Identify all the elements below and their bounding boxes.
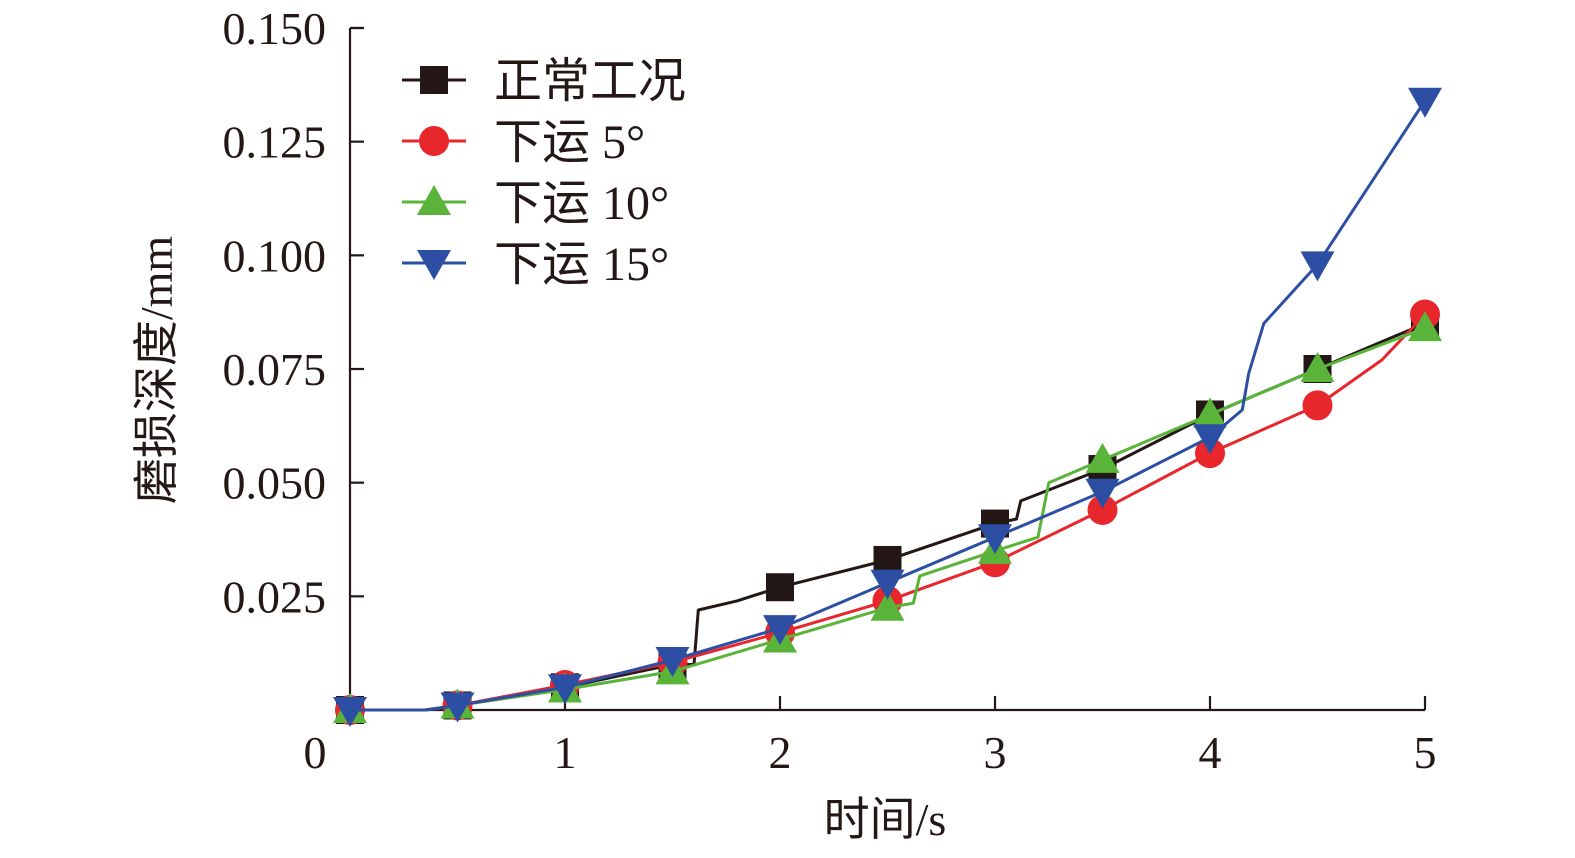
- x-axis-title: 时间/s: [824, 794, 947, 845]
- data-point: [766, 573, 794, 602]
- data-point: [1087, 494, 1118, 525]
- series-0: [336, 309, 1439, 724]
- origin-label: 0: [304, 727, 327, 778]
- legend-marker: [419, 126, 449, 156]
- data-point: [1302, 390, 1333, 421]
- data-point: [1085, 442, 1120, 473]
- legend-marker: [420, 66, 448, 94]
- x-ticks: 1 2 3 4 5: [554, 696, 1437, 778]
- series-2: [333, 311, 1442, 723]
- data-point: [655, 646, 690, 677]
- data-point: [870, 569, 905, 600]
- x-tick-label: 3: [984, 727, 1007, 778]
- series-1: [335, 299, 1440, 725]
- data-point: [978, 524, 1012, 555]
- data-point: [333, 697, 367, 727]
- x-tick-label: 2: [769, 727, 792, 778]
- series-3: [333, 87, 1442, 727]
- x-tick-label: 5: [1414, 727, 1437, 778]
- x-tick-label: 4: [1199, 727, 1222, 778]
- y-tick-label: 0.125: [223, 117, 327, 168]
- data-point: [870, 590, 905, 621]
- y-tick-label: 0.100: [223, 230, 327, 281]
- data-point: [1408, 87, 1442, 118]
- y-tick-label: 0.075: [223, 344, 327, 395]
- series-line: [350, 326, 1426, 712]
- data-point: [440, 692, 475, 723]
- y-ticks: 0.025 0.050 0.075 0.100 0.125 0.150: [223, 3, 364, 622]
- legend-marker: [417, 250, 451, 280]
- legend-item: 正常工况: [402, 55, 686, 108]
- legend-label: 正常工况: [494, 55, 686, 108]
- y-tick-label: 0.150: [223, 3, 327, 54]
- data-point: [1300, 352, 1335, 382]
- data-point: [1193, 424, 1227, 455]
- data-point: [1193, 397, 1227, 428]
- y-axis-title: 磨损深度/mm: [131, 236, 182, 505]
- legend-item: 下运 5°: [402, 116, 645, 169]
- legend-label: 下运 5°: [494, 116, 645, 169]
- data-point: [548, 674, 582, 705]
- series-layer: [333, 87, 1442, 727]
- data-point: [1300, 251, 1335, 282]
- data-point: [873, 545, 902, 574]
- y-tick-label: 0.050: [223, 458, 327, 509]
- data-point: [763, 615, 797, 646]
- series-line: [350, 322, 1426, 712]
- data-point: [1085, 478, 1120, 509]
- legend-label: 下运 15°: [494, 238, 669, 291]
- legend-label: 下运 10°: [494, 177, 669, 230]
- legend-marker: [417, 185, 451, 215]
- legend-item: 下运 10°: [402, 177, 669, 230]
- legend-item: 下运 15°: [402, 238, 669, 291]
- y-tick-label: 0.025: [223, 571, 327, 622]
- x-tick-label: 1: [554, 727, 577, 778]
- data-point: [1408, 311, 1442, 342]
- series-line: [350, 313, 1427, 712]
